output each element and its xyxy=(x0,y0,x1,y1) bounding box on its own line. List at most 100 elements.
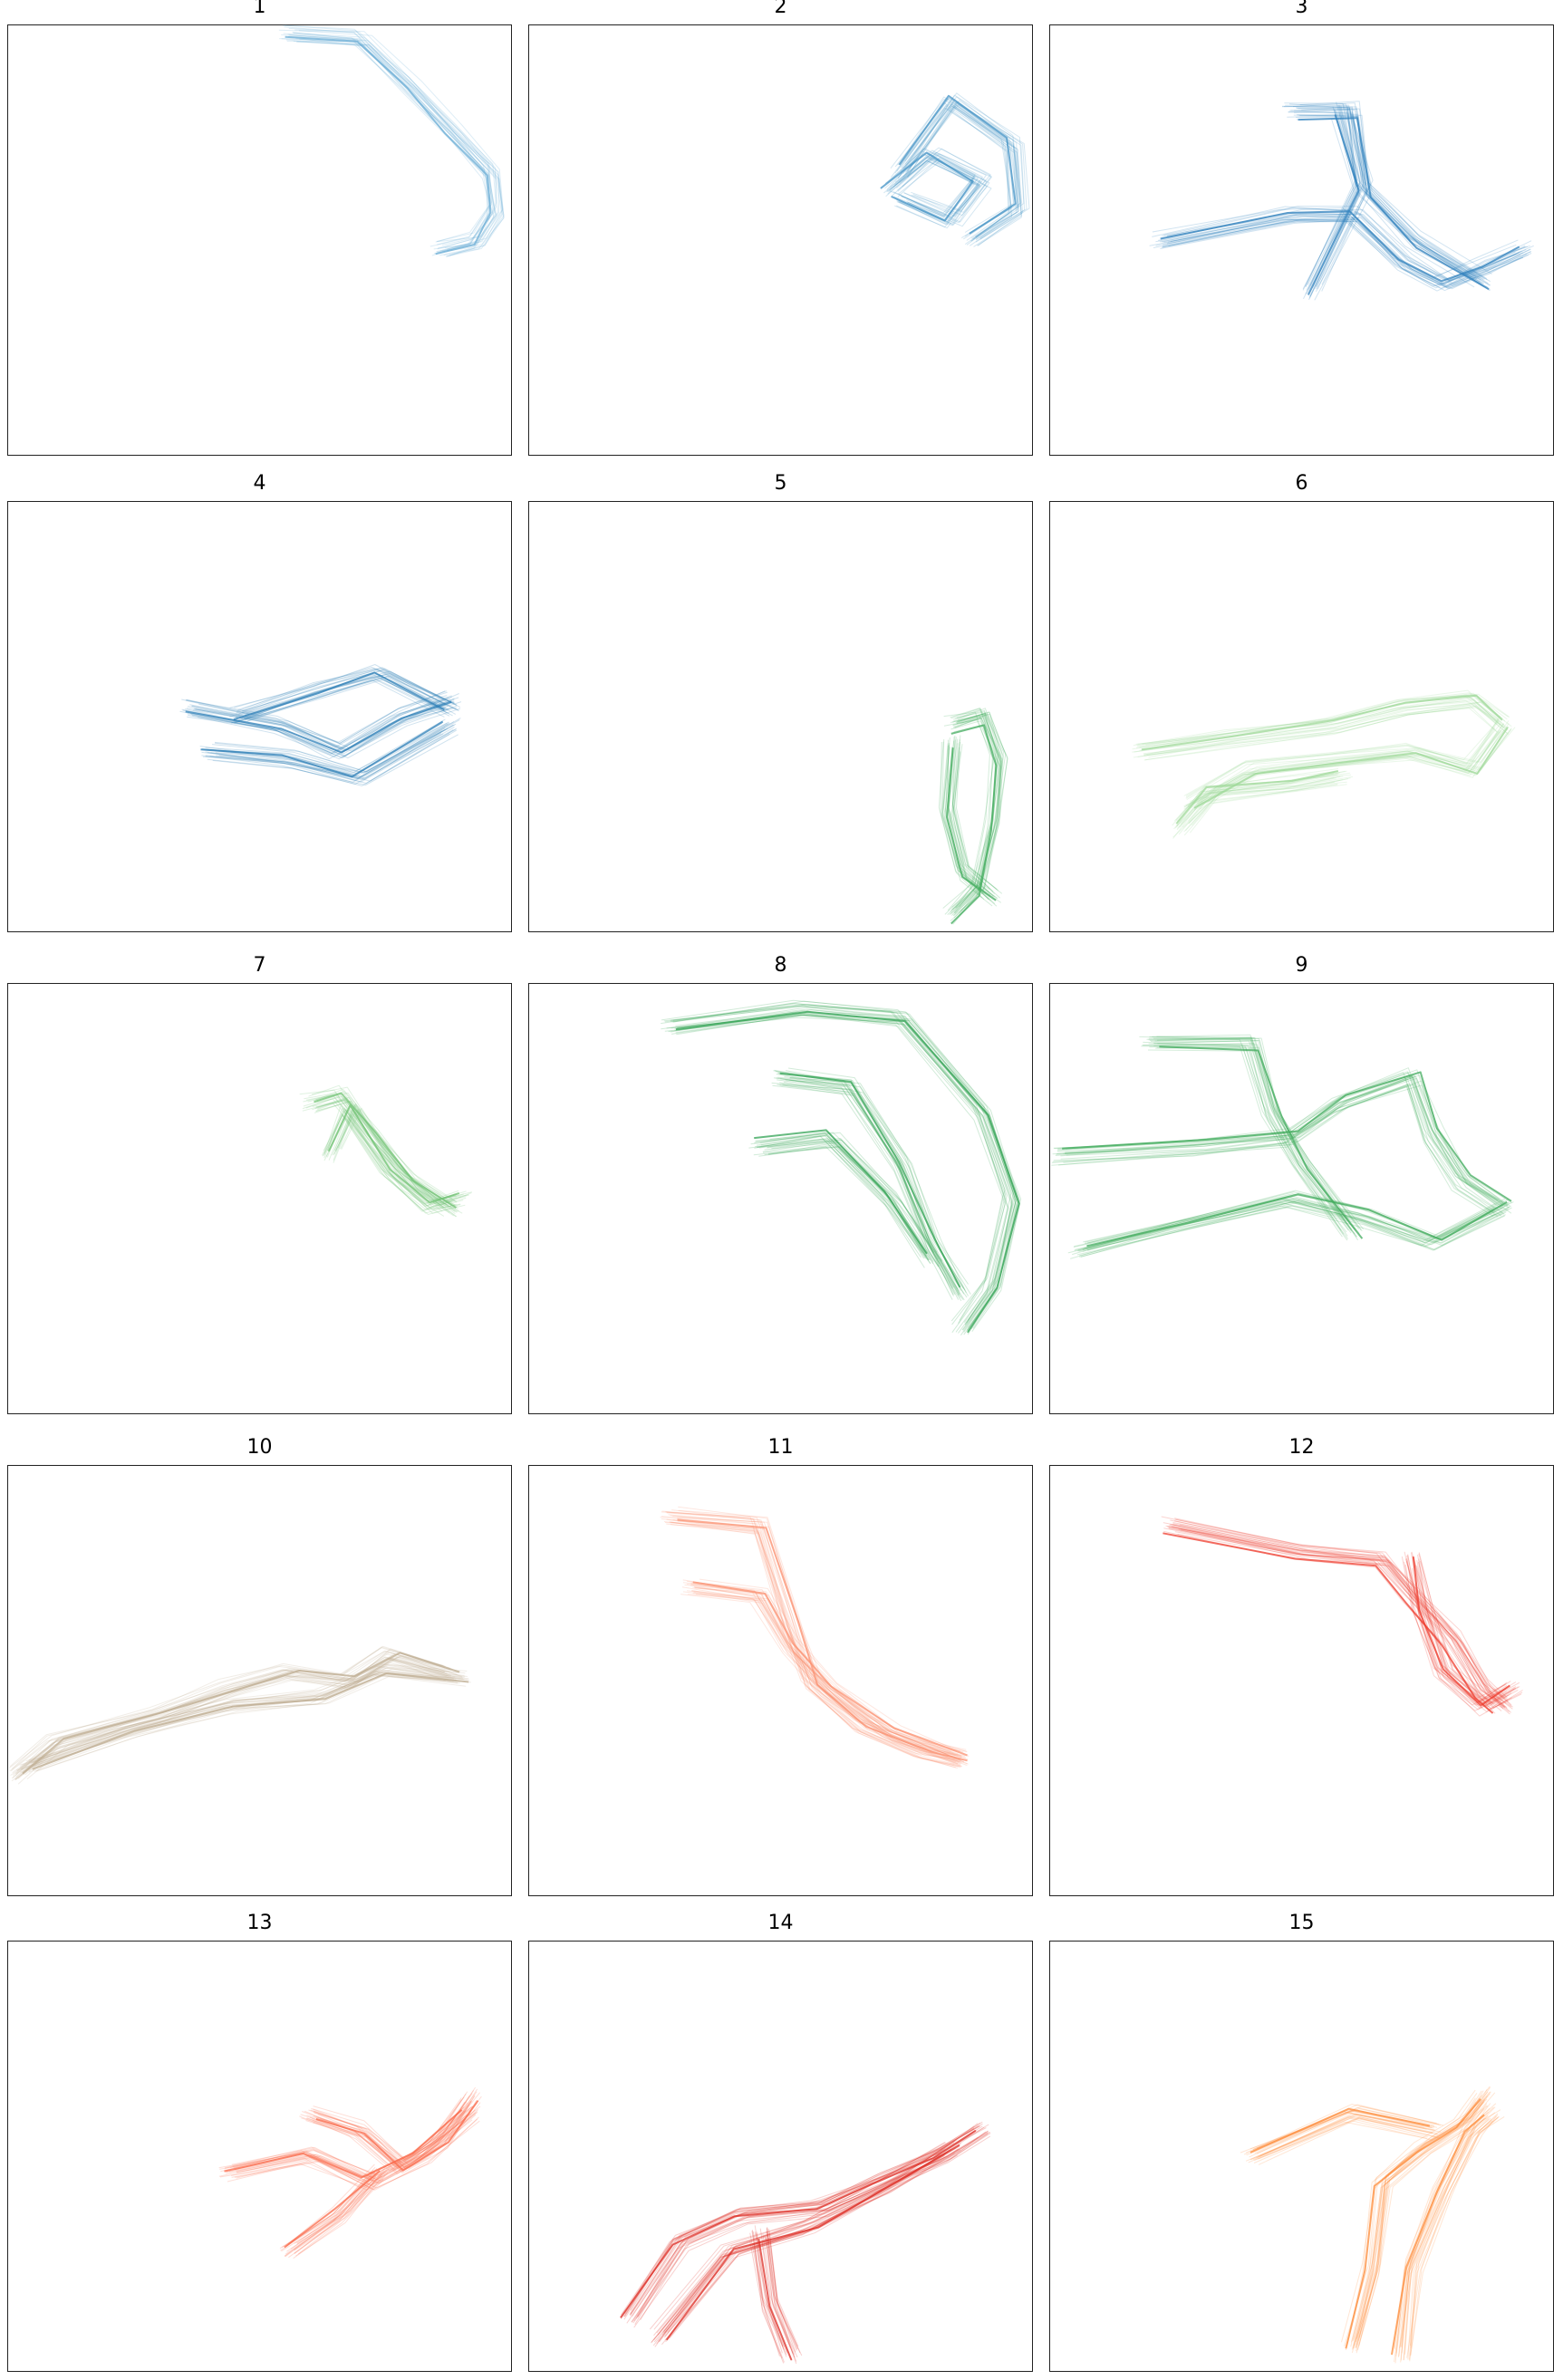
trajectory-line xyxy=(244,676,457,723)
trajectory-line xyxy=(1259,2114,1442,2157)
trajectory-line xyxy=(1351,2101,1485,2354)
trajectory-line xyxy=(1298,117,1490,290)
trajectory-line xyxy=(1176,770,1338,824)
trajectory-line xyxy=(304,1093,446,1205)
trajectory-line xyxy=(884,154,974,222)
trajectory-line xyxy=(1177,776,1335,829)
trajectory-line xyxy=(1413,1556,1517,1702)
trajectory-line xyxy=(243,673,459,719)
trajectory-line xyxy=(1145,693,1510,746)
trajectory-line xyxy=(300,2097,462,2167)
trajectory-line xyxy=(1397,2117,1487,2357)
trajectory-line xyxy=(1087,1200,1512,1251)
trajectory-line xyxy=(294,2175,382,2251)
panel-frame xyxy=(7,501,512,932)
trajectory-line xyxy=(16,1653,453,1772)
trajectory-line xyxy=(1136,694,1503,747)
trajectory-line xyxy=(214,726,455,779)
trajectory-line xyxy=(694,1586,968,1765)
trajectory-line xyxy=(1168,209,1534,282)
trajectory-line xyxy=(326,1107,462,1207)
trajectory-line xyxy=(1345,2101,1477,2351)
trajectory-line xyxy=(1057,1074,1503,1203)
trajectory-line xyxy=(314,1096,463,1214)
trajectory-line xyxy=(767,2228,799,2347)
trajectory-line xyxy=(220,2110,465,2178)
trajectory-line xyxy=(899,148,992,213)
trajectory-line xyxy=(236,2116,479,2189)
trajectory-line xyxy=(316,1096,456,1207)
trajectory-line xyxy=(1408,2117,1499,2360)
trajectory-line xyxy=(19,1671,454,1766)
trajectory-line xyxy=(1418,1553,1520,1705)
trajectory-line xyxy=(760,1134,930,1261)
trajectory-line xyxy=(686,1584,958,1759)
trajectory-line xyxy=(293,33,500,248)
panel-10: 10 xyxy=(7,1436,512,1896)
trajectory-line xyxy=(1400,2120,1493,2363)
trajectory-line xyxy=(1142,1045,1343,1238)
trajectory-line xyxy=(952,747,1002,903)
trajectory-line xyxy=(12,1656,446,1777)
trajectory-line xyxy=(1309,119,1361,297)
trajectory-line xyxy=(306,2093,467,2168)
trajectory-line xyxy=(297,2173,389,2255)
trajectory-line xyxy=(757,1140,925,1259)
trajectory-line xyxy=(1192,723,1504,805)
trajectory-line xyxy=(945,743,991,898)
trajectory-line xyxy=(672,1004,1017,1325)
trajectory-line xyxy=(219,2117,466,2189)
trajectory-line xyxy=(1288,111,1482,284)
trajectory-line xyxy=(1352,2090,1484,2342)
trajectory-line xyxy=(682,1591,959,1765)
trajectory-line xyxy=(20,1673,458,1771)
trajectory-line xyxy=(880,151,974,222)
trajectory-line xyxy=(33,1672,468,1767)
trajectory-line xyxy=(306,2104,469,2174)
trajectory-line xyxy=(1149,217,1517,287)
trajectory-line xyxy=(664,1017,1008,1333)
panel-frame xyxy=(528,1941,1033,2372)
trajectory-line xyxy=(1153,1037,1352,1230)
trajectory-line xyxy=(295,41,505,257)
trajectory-line xyxy=(1302,109,1357,290)
trajectory-line xyxy=(314,1100,457,1218)
trajectory-line xyxy=(664,2143,962,2334)
trajectory-line xyxy=(950,713,999,914)
trajectory-line xyxy=(192,707,458,757)
trajectory-line xyxy=(1251,2109,1438,2153)
trajectory-line xyxy=(675,1007,1017,1332)
trajectory-line xyxy=(1183,727,1496,808)
trajectory-line xyxy=(312,1099,456,1215)
trajectory-line xyxy=(317,1098,458,1209)
trajectory-line xyxy=(1183,719,1500,796)
trajectory-line xyxy=(207,733,450,786)
trajectory-line xyxy=(1179,779,1343,828)
trajectory-line xyxy=(210,723,457,774)
route-plot xyxy=(179,664,462,786)
trajectory-line xyxy=(188,695,452,753)
trajectory-line xyxy=(316,2096,482,2167)
trajectory-line xyxy=(667,2139,957,2333)
trajectory-line xyxy=(294,2174,386,2254)
trajectory-line xyxy=(896,101,1019,242)
trajectory-line xyxy=(1163,1522,1493,1704)
trajectory-line xyxy=(756,1133,929,1260)
trajectory-line xyxy=(1160,210,1520,283)
trajectory-line xyxy=(315,1101,458,1218)
trajectory-line xyxy=(1162,211,1529,282)
trajectory-line xyxy=(660,1517,957,1763)
panel-6: 6 xyxy=(1049,472,1554,932)
trajectory-line xyxy=(1186,723,1501,800)
trajectory-line xyxy=(897,157,990,223)
trajectory-line xyxy=(1141,697,1505,751)
trajectory-line xyxy=(897,98,1012,240)
trajectory-line xyxy=(692,1586,962,1764)
trajectory-line xyxy=(1412,1556,1517,1706)
trajectory-line xyxy=(179,702,441,760)
trajectory-line xyxy=(1056,1076,1504,1207)
trajectory-line xyxy=(682,1579,951,1752)
panel-title: 13 xyxy=(246,1912,273,1934)
trajectory-line xyxy=(340,1108,472,1206)
trajectory-line xyxy=(26,1655,462,1780)
